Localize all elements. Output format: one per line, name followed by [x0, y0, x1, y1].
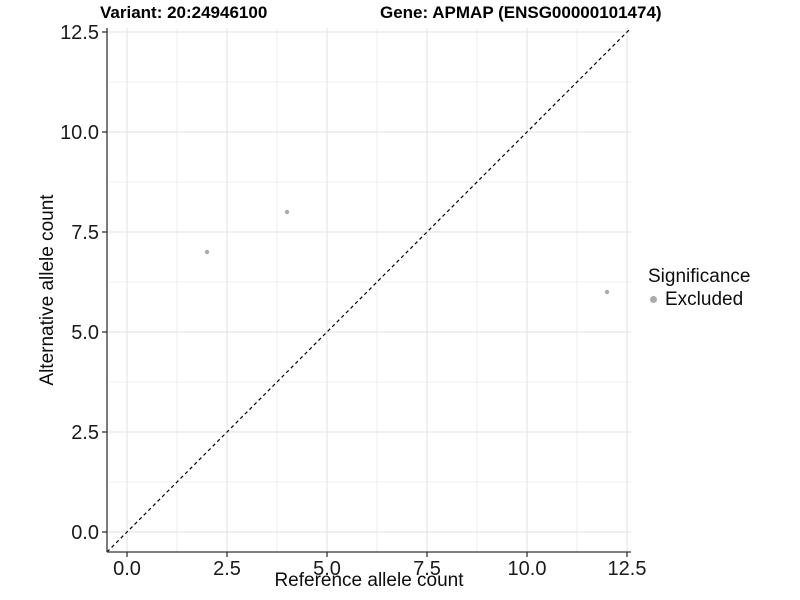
x-tick-label: 0.0 — [113, 558, 141, 580]
y-tick-label: 2.5 — [71, 422, 99, 444]
x-tick-label: 2.5 — [213, 558, 241, 580]
y-axis-title: Alternative allele count — [37, 194, 58, 386]
identity-dashed-line — [106, 27, 632, 553]
y-tick-label: 10.0 — [60, 122, 99, 144]
plot-title-variant: Variant: 20:24946100 — [100, 3, 268, 22]
y-tick-label: 7.5 — [71, 222, 99, 244]
y-tick-label: 5.0 — [71, 322, 99, 344]
x-tick-label: 12.5 — [608, 558, 647, 580]
x-axis-title: Reference allele count — [274, 570, 464, 591]
legend-item-excluded: Excluded — [648, 289, 750, 310]
x-tick-label: 10.0 — [508, 558, 547, 580]
legend-point-icon — [650, 296, 657, 303]
data-point — [284, 209, 290, 215]
plot-title-gene: Gene: APMAP (ENSG00000101474) — [380, 3, 662, 22]
x-tick-label: 5.0 — [313, 558, 341, 580]
legend: Significance Excluded — [648, 266, 750, 310]
y-tick-label: 0.0 — [71, 522, 99, 544]
legend-item-label: Excluded — [665, 289, 744, 310]
y-tick-label: 12.5 — [60, 22, 99, 44]
data-point — [604, 289, 610, 295]
legend-title: Significance — [648, 266, 751, 287]
x-tick-label: 7.5 — [413, 558, 441, 580]
data-point — [204, 249, 210, 255]
